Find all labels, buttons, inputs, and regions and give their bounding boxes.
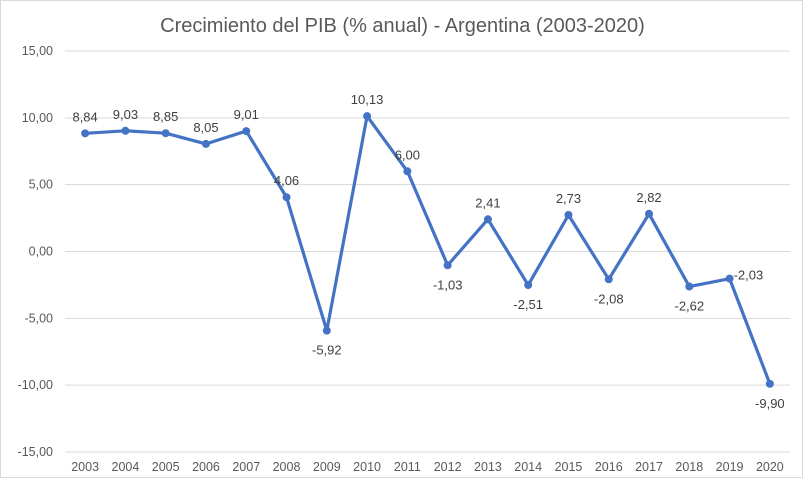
data-point (403, 167, 412, 176)
data-label: -2,03 (734, 268, 764, 283)
data-point (645, 209, 654, 218)
data-label: 9,03 (113, 107, 138, 122)
data-point (282, 193, 291, 202)
data-point (604, 275, 613, 284)
y-tick-label: -10,00 (18, 378, 53, 392)
data-point (201, 139, 210, 148)
y-tick-label: 15,00 (22, 44, 53, 58)
data-label: 10,13 (351, 92, 384, 107)
series-line (85, 114, 772, 385)
x-tick-label: 2017 (635, 460, 663, 474)
x-tick-label: 2006 (192, 460, 220, 474)
x-tick-label: 2003 (71, 460, 99, 474)
x-tick-label: 2015 (555, 460, 583, 474)
data-label: -2,51 (513, 297, 543, 312)
data-label: -1,03 (433, 277, 463, 292)
chart-title: Crecimiento del PIB (% anual) - Argentin… (160, 15, 645, 37)
data-label: 8,84 (72, 109, 97, 124)
x-tick-label: 2018 (675, 460, 703, 474)
y-tick-label: 5,00 (29, 178, 53, 192)
data-label: -2,62 (674, 299, 704, 314)
data-label: 2,73 (556, 191, 581, 206)
data-label: -9,90 (755, 396, 785, 411)
data-point (443, 261, 452, 270)
x-tick-label: 2020 (756, 460, 784, 474)
x-tick-label: 2016 (595, 460, 623, 474)
data-label: 9,01 (234, 107, 259, 122)
data-label: 2,82 (636, 190, 661, 205)
data-point (363, 112, 372, 121)
x-tick-label: 2009 (313, 460, 341, 474)
x-tick-label: 2013 (474, 460, 502, 474)
data-point (685, 282, 694, 291)
y-tick-label: 10,00 (22, 111, 53, 125)
x-tick-label: 2005 (152, 460, 180, 474)
data-point (81, 129, 90, 138)
data-point (564, 211, 573, 220)
data-label: 6,00 (395, 147, 420, 162)
data-point (322, 326, 331, 335)
data-point (161, 129, 170, 138)
x-tick-label: 2007 (232, 460, 260, 474)
data-label: -2,08 (594, 291, 624, 306)
x-tick-label: 2008 (273, 460, 301, 474)
y-tick-label: -15,00 (18, 445, 53, 459)
x-tick-label: 2014 (514, 460, 542, 474)
data-label: 2,41 (475, 195, 500, 210)
data-label: 4,06 (274, 173, 299, 188)
data-point (524, 281, 533, 290)
y-tick-label: -5,00 (25, 311, 54, 325)
data-point (765, 379, 774, 388)
y-tick-label: 0,00 (29, 245, 53, 259)
data-label: -5,92 (312, 343, 342, 358)
x-tick-label: 2019 (716, 460, 744, 474)
x-tick-label: 2004 (112, 460, 140, 474)
data-point (483, 215, 492, 224)
data-point (242, 127, 251, 136)
x-tick-label: 2011 (394, 460, 421, 474)
data-point (121, 126, 130, 135)
x-tick-label: 2010 (353, 460, 381, 474)
data-point (725, 274, 734, 283)
data-label: 8,05 (193, 120, 218, 135)
x-tick-label: 2012 (434, 460, 462, 474)
data-label: 8,85 (153, 109, 178, 124)
